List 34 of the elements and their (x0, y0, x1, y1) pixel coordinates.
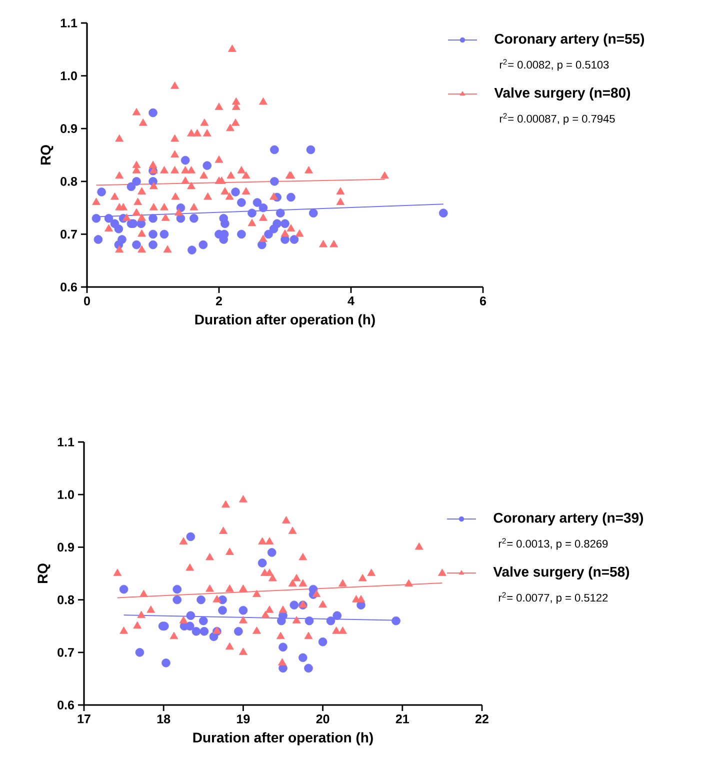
text: r$^{2}$= 0.0082, p = 0.5103 (500, 59, 609, 71)
y-tick-label: 0.8 (58, 595, 74, 604)
text: r$^{2}$= 0.00087, p = 0.7945 (500, 113, 615, 125)
y-tick-label: 1.0 (58, 490, 74, 500)
y-tick-label: 1.0 (60, 71, 77, 80)
x-tick-label: 4 (348, 296, 354, 306)
y-tick-label: 0.9 (58, 542, 74, 552)
x-tick-label: 21 (396, 714, 409, 724)
y-axis-title: RQ (40, 145, 54, 165)
x-tick-label: 22 (475, 714, 488, 724)
x-tick-label: 18 (157, 714, 170, 724)
x-tick-label: 19 (237, 714, 250, 724)
x-tick-label: 0 (84, 296, 90, 306)
x-axis-title: Duration after operation (h) (195, 314, 375, 328)
y-tick-label: 0.6 (60, 282, 78, 292)
legend-label: Valve surgery (n=80) (494, 87, 630, 101)
y-tick-label: 0.9 (60, 124, 78, 134)
y-tick-label: 0.6 (58, 700, 74, 710)
y-tick-label: 0.8 (60, 176, 78, 186)
legend-label: Coronary artery (n=39) (494, 512, 644, 526)
x-tick-label: 17 (78, 714, 90, 724)
y-tick-label: 1.1 (58, 438, 74, 446)
y-tick-label: 0.7 (60, 230, 77, 239)
y-tick-label: 0.7 (58, 648, 74, 657)
legend-label: Valve surgery (n=58) (493, 566, 630, 580)
x-axis-title: Duration after operation (h) (193, 732, 373, 746)
x-tick-label: 20 (316, 714, 330, 724)
y-axis-title: RQ (38, 564, 50, 584)
x-tick-label: 2 (216, 296, 222, 306)
x-tick-label: 6 (480, 296, 486, 306)
text: r$^{2}$= 0.0013, p = 0.8269 (498, 538, 608, 550)
y-tick-label: 1.1 (60, 18, 78, 28)
text: r$^{2}$= 0.0077, p = 0.5122 (498, 592, 608, 604)
legend-label: Coronary artery (n=55) (494, 33, 644, 47)
